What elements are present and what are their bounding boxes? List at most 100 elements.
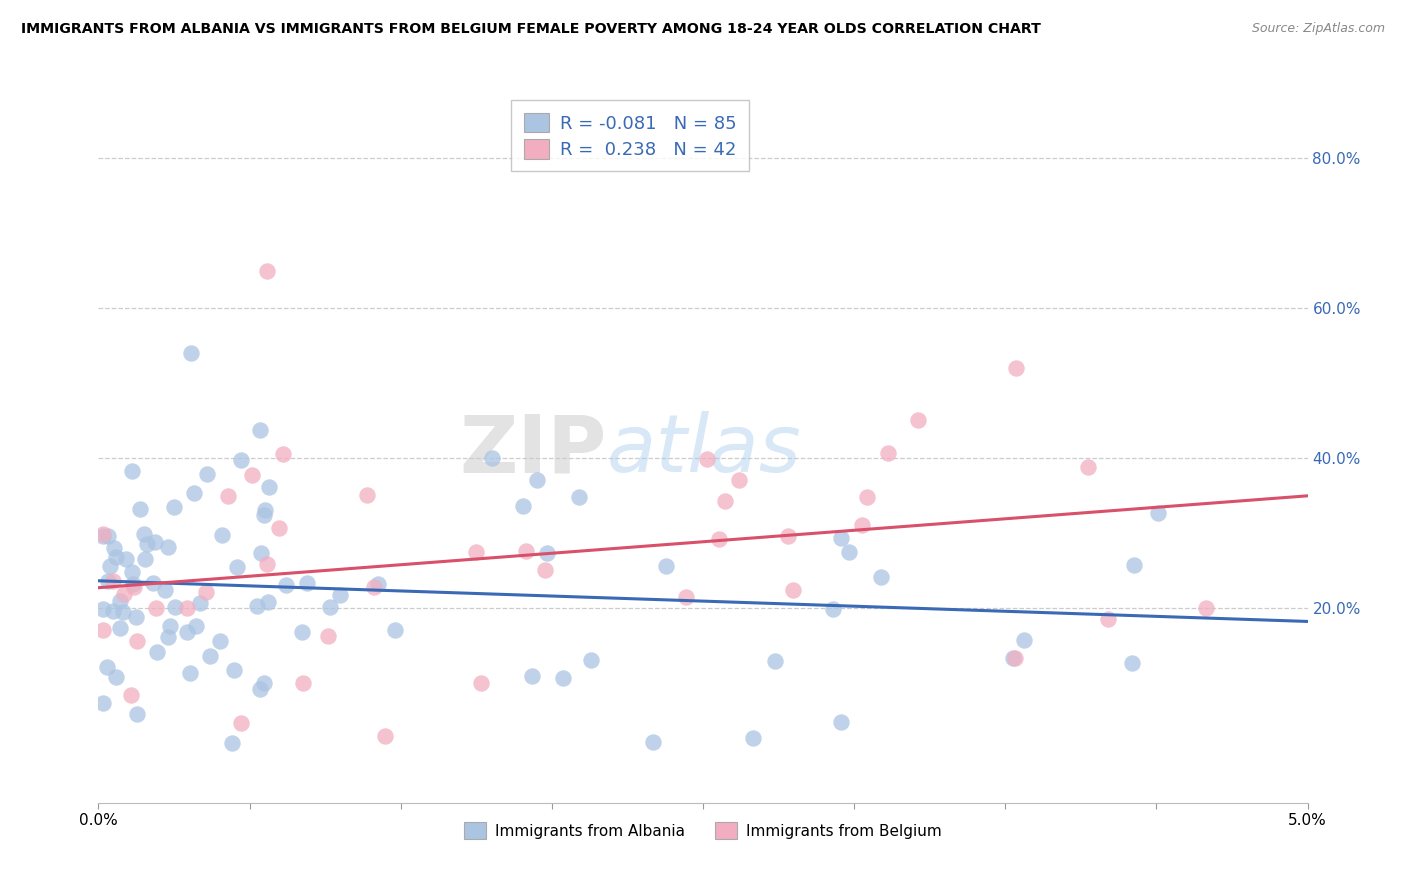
Point <box>108 594 131 608</box>
Point <box>257 479 280 493</box>
Point <box>156 540 179 554</box>
Point <box>526 474 548 488</box>
Point <box>329 588 352 602</box>
Point <box>367 577 389 591</box>
Point <box>291 624 314 639</box>
Point <box>782 582 804 597</box>
Point <box>374 729 396 743</box>
Point <box>217 489 239 503</box>
Point <box>195 467 218 482</box>
Point <box>176 625 198 640</box>
Point <box>231 453 253 467</box>
Point <box>464 545 486 559</box>
Point <box>240 468 263 483</box>
Point <box>208 634 231 648</box>
Text: IMMIGRANTS FROM ALBANIA VS IMMIGRANTS FROM BELGIUM FEMALE POVERTY AMONG 18-24 YE: IMMIGRANTS FROM ALBANIA VS IMMIGRANTS FR… <box>21 22 1040 37</box>
Point <box>91 602 114 616</box>
Point <box>319 599 342 614</box>
Point <box>271 447 294 461</box>
Point <box>253 508 276 523</box>
Point <box>714 494 737 508</box>
Point <box>104 670 127 684</box>
Point <box>163 500 186 515</box>
Text: atlas: atlas <box>606 411 801 490</box>
Point <box>183 486 205 500</box>
Point <box>122 576 145 591</box>
Point <box>112 605 135 619</box>
Point <box>256 263 278 277</box>
Legend: Immigrants from Albania, Immigrants from Belgium: Immigrants from Albania, Immigrants from… <box>456 813 950 848</box>
Point <box>115 552 138 566</box>
Text: ZIP: ZIP <box>458 411 606 490</box>
Point <box>91 529 114 543</box>
Point <box>763 655 786 669</box>
Point <box>176 601 198 615</box>
Point <box>200 649 222 664</box>
Point <box>250 546 273 560</box>
Point <box>838 545 860 559</box>
Point <box>179 666 201 681</box>
Point <box>276 578 298 592</box>
Point <box>108 621 131 635</box>
Point <box>1004 651 1026 665</box>
Point <box>568 491 591 505</box>
Point <box>224 663 246 677</box>
Point <box>153 582 176 597</box>
Point <box>221 736 243 750</box>
Point <box>143 534 166 549</box>
Point <box>103 541 125 555</box>
Point <box>778 529 800 543</box>
Point <box>246 599 269 614</box>
Point <box>1147 506 1170 520</box>
Point <box>121 464 143 478</box>
Point <box>121 688 143 702</box>
Point <box>579 653 602 667</box>
Point <box>1195 600 1218 615</box>
Point <box>135 537 157 551</box>
Point <box>295 576 318 591</box>
Point <box>727 473 749 487</box>
Point <box>643 735 665 749</box>
Text: Source: ZipAtlas.com: Source: ZipAtlas.com <box>1251 22 1385 36</box>
Point <box>184 619 207 633</box>
Point <box>823 602 845 616</box>
Point <box>856 490 879 504</box>
Point <box>830 714 852 729</box>
Point <box>91 623 114 637</box>
Point <box>229 716 252 731</box>
Point <box>253 503 276 517</box>
Point <box>194 585 217 599</box>
Point <box>707 532 730 546</box>
Point <box>121 565 143 579</box>
Point <box>211 528 233 542</box>
Point <box>124 610 146 624</box>
Point <box>536 546 558 560</box>
Point <box>830 531 852 545</box>
Point <box>1005 361 1028 376</box>
Point <box>742 731 765 745</box>
Point <box>96 660 118 674</box>
Point <box>356 488 378 502</box>
Point <box>253 676 276 690</box>
Point <box>145 600 167 615</box>
Point <box>97 529 120 543</box>
Point <box>870 570 893 584</box>
Point <box>851 518 873 533</box>
Point <box>696 451 718 466</box>
Point <box>98 558 121 573</box>
Point <box>1012 632 1035 647</box>
Point <box>384 623 406 637</box>
Point <box>522 669 544 683</box>
Point <box>103 604 125 618</box>
Point <box>105 549 128 564</box>
Point <box>159 618 181 632</box>
Point <box>907 413 929 427</box>
Point <box>146 645 169 659</box>
Point <box>91 697 114 711</box>
Point <box>515 544 537 558</box>
Point <box>1001 651 1024 665</box>
Point <box>249 681 271 696</box>
Point <box>1077 460 1099 475</box>
Point <box>316 629 339 643</box>
Point <box>470 675 492 690</box>
